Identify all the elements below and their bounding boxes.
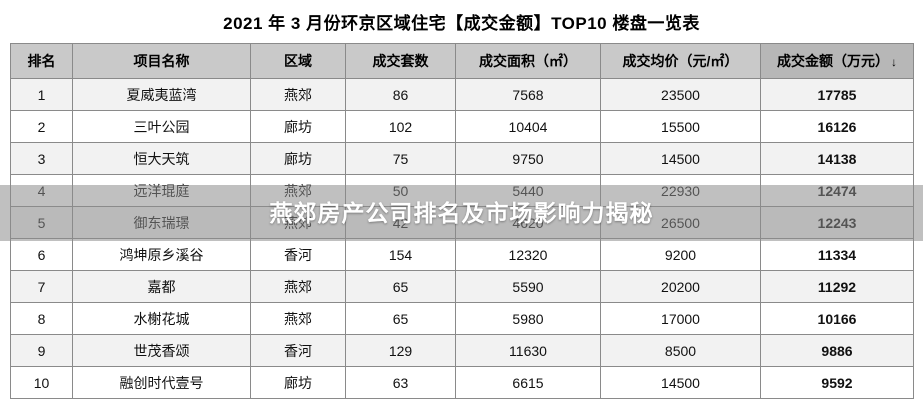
cell-avg-price: 9200 bbox=[600, 238, 761, 271]
cell-district: 香河 bbox=[250, 238, 346, 271]
cell-rank: 7 bbox=[10, 270, 73, 303]
cell-sold-area: 5980 bbox=[455, 302, 601, 335]
cell-rank: 1 bbox=[10, 78, 73, 111]
cell-project: 御东瑞璟 bbox=[72, 206, 251, 239]
cell-sold-area: 5440 bbox=[455, 174, 601, 207]
cell-sold-area: 5590 bbox=[455, 270, 601, 303]
column-header-sold-area: 成交面积（㎡） bbox=[455, 43, 601, 79]
cell-project: 水榭花城 bbox=[72, 302, 251, 335]
cell-amount: 10166 bbox=[760, 302, 914, 335]
cell-sold-area: 11630 bbox=[455, 334, 601, 367]
table-row: 10 融创时代壹号 廊坊 63 6615 14500 9592 bbox=[10, 366, 914, 399]
table-row: 1 夏威夷蓝湾 燕郊 86 7568 23500 17785 bbox=[10, 78, 914, 111]
cell-avg-price: 23500 bbox=[600, 78, 761, 111]
cell-amount: 11334 bbox=[760, 238, 914, 271]
cell-avg-price: 8500 bbox=[600, 334, 761, 367]
cell-units: 154 bbox=[345, 238, 456, 271]
cell-project: 三叶公园 bbox=[72, 110, 251, 143]
cell-project: 夏威夷蓝湾 bbox=[72, 78, 251, 111]
table-header: 排名 项目名称 区域 成交套数 成交面积（㎡） 成交均价（元/㎡） 成交金额（万… bbox=[10, 43, 914, 79]
cell-rank: 4 bbox=[10, 174, 73, 207]
page-title: 2021 年 3 月份环京区域住宅【成交金额】TOP10 楼盘一览表 bbox=[223, 14, 700, 33]
cell-avg-price: 17000 bbox=[600, 302, 761, 335]
cell-units: 75 bbox=[345, 142, 456, 175]
cell-district: 燕郊 bbox=[250, 302, 346, 335]
column-header-district: 区域 bbox=[250, 43, 346, 79]
cell-avg-price: 14500 bbox=[600, 142, 761, 175]
cell-avg-price: 26500 bbox=[600, 206, 761, 239]
cell-amount: 11292 bbox=[760, 270, 914, 303]
cell-district: 香河 bbox=[250, 334, 346, 367]
cell-sold-area: 10404 bbox=[455, 110, 601, 143]
column-header-rank: 排名 bbox=[10, 43, 73, 79]
sort-descending-icon: ↓ bbox=[891, 55, 897, 69]
cell-avg-price: 14500 bbox=[600, 366, 761, 399]
table-body: 1 夏威夷蓝湾 燕郊 86 7568 23500 17785 2 三叶公园 廊坊… bbox=[10, 78, 914, 399]
cell-rank: 9 bbox=[10, 334, 73, 367]
cell-district: 燕郊 bbox=[250, 174, 346, 207]
cell-rank: 3 bbox=[10, 142, 73, 175]
cell-avg-price: 15500 bbox=[600, 110, 761, 143]
cell-avg-price: 20200 bbox=[600, 270, 761, 303]
cell-amount: 17785 bbox=[760, 78, 914, 111]
cell-project: 鸿坤原乡溪谷 bbox=[72, 238, 251, 271]
cell-amount: 9886 bbox=[760, 334, 914, 367]
table-row: 4 远洋琨庭 燕郊 50 5440 22930 12474 bbox=[10, 174, 914, 207]
cell-rank: 8 bbox=[10, 302, 73, 335]
cell-amount: 16126 bbox=[760, 110, 914, 143]
cell-rank: 10 bbox=[10, 366, 73, 399]
cell-sold-area: 6615 bbox=[455, 366, 601, 399]
column-header-project: 项目名称 bbox=[72, 43, 251, 79]
cell-sold-area: 9750 bbox=[455, 142, 601, 175]
cell-rank: 5 bbox=[10, 206, 73, 239]
cell-project: 恒大天筑 bbox=[72, 142, 251, 175]
cell-sold-area: 7568 bbox=[455, 78, 601, 111]
cell-district: 燕郊 bbox=[250, 270, 346, 303]
cell-avg-price: 22930 bbox=[600, 174, 761, 207]
cell-units: 129 bbox=[345, 334, 456, 367]
cell-project: 世茂香颂 bbox=[72, 334, 251, 367]
cell-amount: 9592 bbox=[760, 366, 914, 399]
column-header-avg-price: 成交均价（元/㎡） bbox=[600, 43, 761, 79]
column-header-amount-label: 成交金额（万元） bbox=[777, 53, 889, 69]
table-container: 排名 项目名称 区域 成交套数 成交面积（㎡） 成交均价（元/㎡） 成交金额（万… bbox=[0, 43, 923, 399]
table-row: 7 嘉都 燕郊 65 5590 20200 11292 bbox=[10, 270, 914, 303]
cell-amount: 12243 bbox=[760, 206, 914, 239]
cell-project: 远洋琨庭 bbox=[72, 174, 251, 207]
cell-amount: 12474 bbox=[760, 174, 914, 207]
cell-sold-area: 12320 bbox=[455, 238, 601, 271]
column-header-units: 成交套数 bbox=[345, 43, 456, 79]
cell-district: 廊坊 bbox=[250, 110, 346, 143]
cell-amount: 14138 bbox=[760, 142, 914, 175]
cell-units: 65 bbox=[345, 270, 456, 303]
table-row: 6 鸿坤原乡溪谷 香河 154 12320 9200 11334 bbox=[10, 238, 914, 271]
cell-units: 63 bbox=[345, 366, 456, 399]
table-row: 2 三叶公园 廊坊 102 10404 15500 16126 bbox=[10, 110, 914, 143]
table-header-row: 排名 项目名称 区域 成交套数 成交面积（㎡） 成交均价（元/㎡） 成交金额（万… bbox=[10, 43, 914, 79]
table-row: 9 世茂香颂 香河 129 11630 8500 9886 bbox=[10, 334, 914, 367]
cell-rank: 6 bbox=[10, 238, 73, 271]
cell-rank: 2 bbox=[10, 110, 73, 143]
cell-project: 融创时代壹号 bbox=[72, 366, 251, 399]
table-row: 3 恒大天筑 廊坊 75 9750 14500 14138 bbox=[10, 142, 914, 175]
cell-district: 燕郊 bbox=[250, 206, 346, 239]
cell-units: 65 bbox=[345, 302, 456, 335]
cell-units: 50 bbox=[345, 174, 456, 207]
cell-district: 燕郊 bbox=[250, 78, 346, 111]
column-header-amount: 成交金额（万元） ↓ bbox=[760, 43, 914, 79]
table-row: 5 御东瑞璟 燕郊 42 4620 26500 12243 bbox=[10, 206, 914, 239]
cell-project: 嘉都 bbox=[72, 270, 251, 303]
cell-units: 42 bbox=[345, 206, 456, 239]
ranking-table: 排名 项目名称 区域 成交套数 成交面积（㎡） 成交均价（元/㎡） 成交金额（万… bbox=[10, 43, 914, 399]
cell-units: 86 bbox=[345, 78, 456, 111]
table-row: 8 水榭花城 燕郊 65 5980 17000 10166 bbox=[10, 302, 914, 335]
cell-units: 102 bbox=[345, 110, 456, 143]
cell-district: 廊坊 bbox=[250, 366, 346, 399]
cell-sold-area: 4620 bbox=[455, 206, 601, 239]
cell-district: 廊坊 bbox=[250, 142, 346, 175]
